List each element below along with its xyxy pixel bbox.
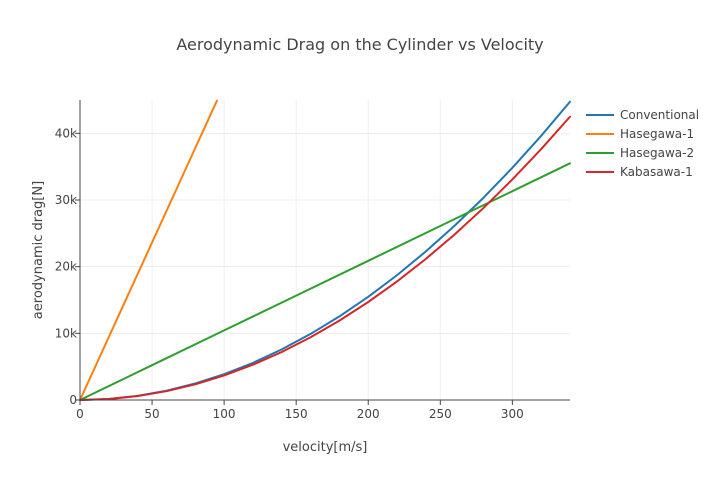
legend: Conventional Hasegawa-1 Hasegawa-2 Kabasawa…: [586, 108, 699, 179]
x-tick-label: 50: [144, 407, 159, 421]
series-line-hasegawa-1: [79, 99, 218, 401]
series-line-kabasawa-1: [79, 115, 571, 401]
y-axis-title: aerodynamic drag[N]: [31, 181, 46, 319]
x-axis-title: velocity[m/s]: [283, 440, 368, 455]
chart-title: Aerodynamic Drag on the Cylinder vs Velo…: [176, 35, 543, 54]
x-tick-label: 100: [213, 407, 236, 421]
legend-label-kabasawa-1: Kabasawa-1: [620, 165, 693, 179]
y-tick-label: 0: [69, 393, 77, 407]
series-line-hasegawa-2: [79, 162, 571, 401]
x-tick-label: 150: [285, 407, 308, 421]
x-tick-label: 200: [357, 407, 380, 421]
legend-label-conventional: Conventional: [620, 108, 699, 122]
y-tick-label: 10k: [55, 326, 77, 340]
y-tick-label: 30k: [55, 193, 77, 207]
x-tick-label: 300: [501, 407, 524, 421]
legend-label-hasegawa-2: Hasegawa-2: [620, 146, 694, 160]
series-line-conventional: [79, 100, 571, 401]
x-tick-label: 250: [429, 407, 452, 421]
x-tick-label: 0: [76, 407, 84, 421]
y-tick-label: 20k: [55, 260, 77, 274]
y-tick-label: 40k: [55, 126, 77, 140]
legend-label-hasegawa-1: Hasegawa-1: [620, 127, 694, 141]
axes: 0 50 100 150 200 250 300 0 10k 20k 30k 40k: [55, 100, 570, 421]
series-lines: [79, 99, 571, 401]
grid: [80, 100, 570, 400]
